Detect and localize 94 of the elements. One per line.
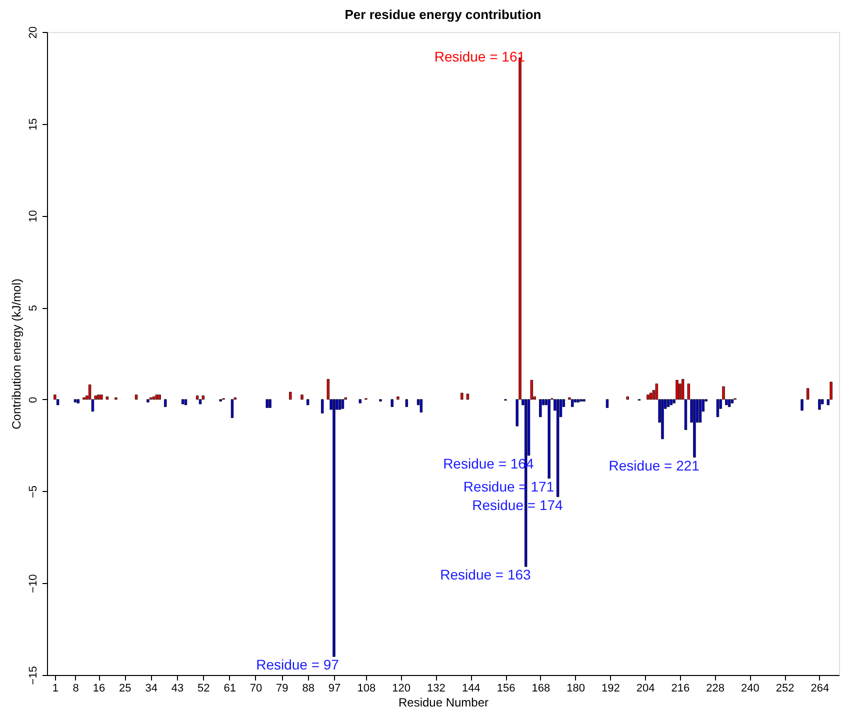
x-tick-label: 97 bbox=[328, 682, 341, 694]
x-tick-label: 88 bbox=[302, 682, 314, 694]
bar bbox=[358, 399, 362, 404]
bar bbox=[460, 392, 464, 400]
y-tick-label: 15 bbox=[28, 118, 40, 130]
bar bbox=[666, 399, 670, 407]
x-tick-label: 252 bbox=[776, 682, 794, 694]
x-tick-label: 168 bbox=[532, 682, 550, 694]
x-tick-label: 79 bbox=[276, 682, 288, 694]
x-tick-label: 25 bbox=[119, 682, 132, 694]
x-tick-label: 34 bbox=[145, 682, 158, 694]
bar bbox=[716, 399, 720, 418]
annotation: Residue = 174 bbox=[472, 496, 564, 513]
x-tick-label: 144 bbox=[462, 682, 480, 694]
bar bbox=[539, 399, 542, 418]
x-tick-label: 8 bbox=[72, 682, 79, 694]
x-tick-label: 70 bbox=[250, 682, 262, 694]
bar bbox=[396, 396, 400, 400]
bar bbox=[306, 399, 310, 406]
bar bbox=[420, 399, 423, 412]
bar bbox=[184, 399, 188, 406]
bar bbox=[321, 399, 324, 414]
annotation: Residue = 163 bbox=[440, 566, 532, 583]
bar bbox=[548, 399, 550, 479]
y-tick-label: 20 bbox=[28, 26, 40, 39]
bar bbox=[466, 394, 470, 400]
x-tick-label: 216 bbox=[671, 682, 690, 694]
bar bbox=[332, 399, 336, 657]
bar bbox=[556, 399, 560, 497]
bar bbox=[676, 380, 678, 400]
x-tick-label: 228 bbox=[706, 682, 724, 694]
bar bbox=[390, 399, 394, 407]
bar bbox=[158, 394, 161, 400]
bar bbox=[728, 399, 731, 407]
y-axis-title: Contribution energy (kJ/mol) bbox=[10, 278, 24, 430]
bar bbox=[698, 399, 702, 423]
annotation: Residue = 221 bbox=[608, 457, 700, 474]
bar bbox=[571, 399, 574, 407]
bar bbox=[74, 399, 77, 402]
y-tick-label: −10 bbox=[28, 574, 40, 593]
x-tick-label: 16 bbox=[92, 682, 106, 694]
bar bbox=[134, 394, 138, 400]
bar bbox=[650, 392, 652, 400]
bar bbox=[693, 399, 696, 458]
bar bbox=[289, 392, 292, 400]
bar bbox=[268, 399, 272, 408]
bar bbox=[626, 396, 629, 400]
bar bbox=[576, 399, 580, 402]
bar bbox=[300, 394, 304, 400]
bar bbox=[800, 399, 804, 411]
x-tick-label: 204 bbox=[636, 682, 655, 694]
x-tick-label: 264 bbox=[810, 682, 830, 694]
bar bbox=[338, 399, 342, 410]
bar bbox=[405, 399, 408, 407]
bar bbox=[670, 399, 673, 406]
chart-title: Per residue energy contribution bbox=[344, 6, 542, 22]
x-tick-label: 43 bbox=[171, 682, 184, 694]
bar bbox=[230, 399, 234, 418]
y-tick-label: 10 bbox=[28, 210, 40, 222]
bar bbox=[97, 394, 100, 400]
bar bbox=[164, 399, 167, 407]
x-tick-label: 156 bbox=[496, 682, 516, 694]
x-tick-label: 52 bbox=[198, 682, 210, 694]
bar bbox=[806, 388, 810, 400]
x-tick-label: 108 bbox=[357, 682, 376, 694]
y-tick-label: −15 bbox=[28, 666, 40, 685]
x-tick-label: 192 bbox=[601, 682, 620, 694]
annotation: Residue = 97 bbox=[256, 656, 340, 673]
x-tick-label: 61 bbox=[224, 682, 236, 694]
bar bbox=[152, 396, 156, 400]
bar bbox=[76, 399, 80, 404]
bar bbox=[106, 396, 109, 400]
bar bbox=[181, 399, 184, 404]
x-tick-label: 180 bbox=[566, 682, 585, 694]
bar bbox=[730, 399, 734, 404]
x-tick-label: 1 bbox=[52, 682, 58, 694]
bar bbox=[606, 399, 609, 408]
y-tick-label: −5 bbox=[28, 486, 40, 498]
x-tick-label: 132 bbox=[427, 682, 446, 694]
bar bbox=[341, 399, 344, 409]
bar bbox=[646, 394, 650, 400]
x-tick-label: 120 bbox=[392, 682, 411, 694]
bar bbox=[266, 399, 268, 408]
bar bbox=[818, 399, 821, 410]
bar bbox=[155, 394, 158, 400]
y-tick-label: 5 bbox=[28, 305, 40, 312]
x-axis-title: Residue Number bbox=[398, 696, 489, 710]
annotation: Residue = 161 bbox=[434, 48, 526, 65]
y-tick-label: 0 bbox=[28, 396, 40, 403]
bar bbox=[661, 399, 664, 440]
x-tick-label: 240 bbox=[741, 682, 760, 694]
bar bbox=[198, 399, 202, 404]
bar bbox=[100, 394, 103, 400]
bar bbox=[146, 399, 150, 402]
